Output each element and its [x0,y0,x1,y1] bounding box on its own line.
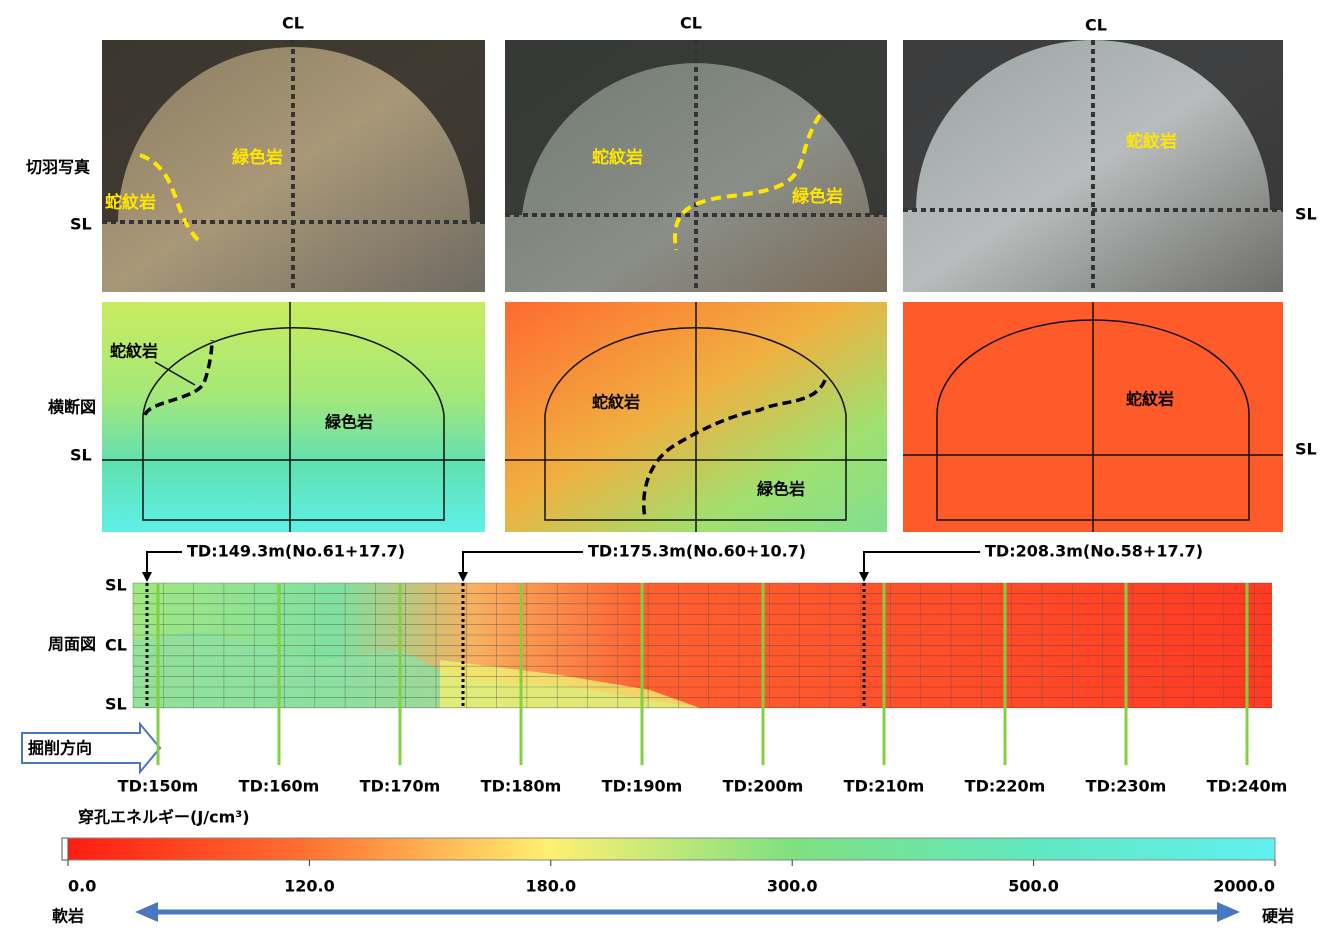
row-label: 周面図 [48,635,96,654]
rock-label: 蛇紋岩 [1126,131,1177,152]
heatmap [102,302,485,532]
callout-line [147,552,182,575]
callout-label: TD:149.3m(No.61+17.7) [187,542,405,561]
sl-label: SL [1295,205,1317,224]
td-tick-label: TD:150m [118,777,199,796]
rock-label: 蛇紋岩 [592,147,643,168]
callout-label: TD:208.3m(No.58+17.7) [985,542,1203,561]
row-label: 横断図 [48,398,96,417]
colorbar-title: 穿孔エネルギー(J/cm³) [78,808,250,827]
perimeter-label: SL [105,576,127,595]
td-tick-label: TD:180m [481,777,562,796]
rock-label: 緑色岩 [325,413,373,432]
td-tick-label: TD:210m [844,777,925,796]
td-tick-label: TD:170m [360,777,441,796]
direction-label: 掘削方向 [28,739,92,758]
td-tick-label: TD:190m [602,777,683,796]
callout-arrow [458,572,468,582]
rock-label: 緑色岩 [232,147,283,168]
colorbar-label: 2000.0 [1213,877,1275,896]
perimeter-label: CL [105,636,127,655]
callout-line [864,552,980,575]
colorbar-label: 0.0 [68,877,96,896]
rock-label: 蛇紋岩 [105,192,156,213]
perimeter-map [133,583,1272,708]
sl-label: SL [70,446,92,465]
rock-label: 蛇紋岩 [1126,390,1174,409]
rock-label: 緑色岩 [792,186,843,207]
scale-end: 硬岩 [1262,907,1294,926]
rock-label: 蛇紋岩 [110,342,158,361]
cl-label: CL [680,14,702,33]
rock-label: 緑色岩 [757,480,805,499]
callout-line [463,552,583,575]
colorbar-label: 500.0 [1008,877,1059,896]
row-label: 切羽写真 [26,158,90,177]
cl-label: CL [282,14,304,33]
colorbar-end [62,838,68,860]
sl-label: SL [1295,440,1317,459]
td-tick-label: TD:200m [723,777,804,796]
scale-end: 軟岩 [52,907,84,926]
callout-arrow [142,572,152,582]
colorbar [62,838,1275,860]
colorbar-label: 300.0 [767,877,818,896]
rock-label: 蛇紋岩 [592,393,640,412]
face-photos: 緑色岩 蛇紋岩 蛇紋岩 緑色岩 蛇紋岩 [102,40,1283,292]
perimeter-label: SL [105,695,127,714]
colorbar-label: 120.0 [284,877,335,896]
colorbar-label: 180.0 [525,877,576,896]
td-tick-label: TD:240m [1207,777,1288,796]
sl-label: SL [70,215,92,234]
cl-label: CL [1085,16,1107,35]
cross-sections: 蛇紋岩 緑色岩 蛇紋岩 緑色岩 蛇紋岩 [102,302,1283,532]
td-tick-label: TD:220m [965,777,1046,796]
callout-arrow [859,572,869,582]
td-tick-label: TD:160m [239,777,320,796]
td-tick-label: TD:230m [1086,777,1167,796]
callout-label: TD:175.3m(No.60+10.7) [588,542,806,561]
figure: 緑色岩 蛇紋岩 蛇紋岩 緑色岩 蛇紋岩 蛇紋岩 緑色岩 蛇紋岩 緑色岩 蛇紋岩 … [0,0,1320,928]
